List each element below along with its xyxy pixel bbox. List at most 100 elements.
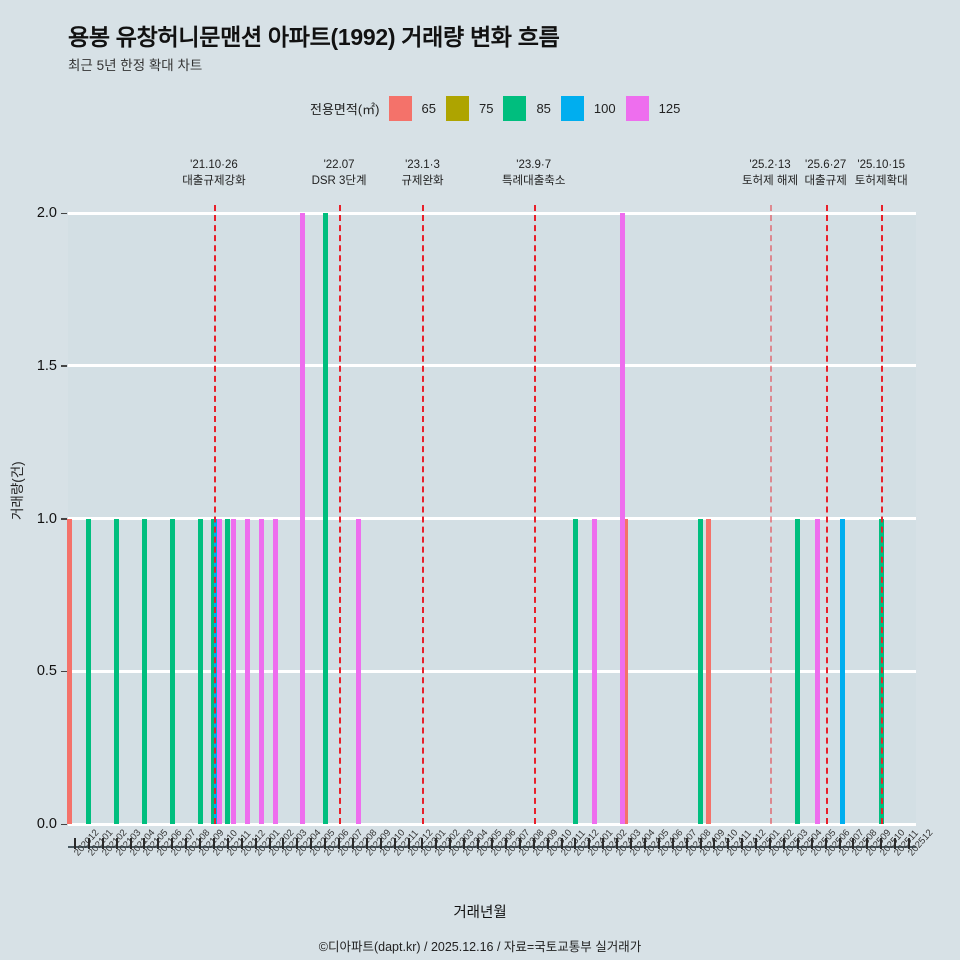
x-tick-202309 [532, 838, 535, 849]
bar-202208-125 [356, 518, 362, 824]
event-line-0 [213, 205, 216, 824]
bar-202202-125 [272, 518, 278, 824]
event-line-6 [881, 205, 884, 824]
x-tick-202304 [463, 838, 466, 849]
event-date-5: '25.6·27 [805, 159, 847, 171]
x-tick-202105 [143, 838, 146, 849]
x-axis-label: 거래년월 [453, 905, 507, 921]
event-name-3: 특례대출축소 [501, 175, 566, 187]
event-line-5 [825, 205, 828, 824]
bar-202410-65 [706, 518, 712, 824]
x-tick-202308 [518, 838, 521, 849]
event-name-1: DSR 3단계 [311, 175, 367, 187]
bar-202204-125 [300, 213, 306, 824]
bar-202507-100 [839, 518, 845, 824]
x-tick-202404 [630, 838, 633, 849]
x-tick-202102 [101, 838, 104, 849]
x-tick-202107 [171, 838, 174, 849]
legend-item-65[interactable]: 65 [388, 96, 436, 121]
x-tick-202511 [894, 838, 897, 849]
x-tick-202305 [477, 838, 480, 849]
x-tick-202509 [866, 838, 869, 849]
x-tick-202405 [643, 838, 646, 849]
bar-202105-85 [141, 518, 147, 824]
x-tick-202205 [310, 838, 313, 849]
bar-202206-85 [322, 213, 328, 824]
x-tick-202508 [852, 838, 855, 849]
gridline [68, 822, 916, 826]
x-tick-202502 [769, 838, 772, 849]
gridline [68, 517, 916, 520]
y-tick-mark-2 [61, 518, 67, 520]
bar-202012-65 [66, 518, 72, 824]
legend-item-85[interactable]: 85 [503, 96, 551, 121]
y-tick-mark-1 [61, 670, 67, 673]
event-line-4 [770, 205, 773, 824]
y-tick-label-0: 0.0 [36, 816, 57, 832]
event-name-6: 토허제확대 [854, 175, 908, 187]
x-tick-202406 [657, 838, 660, 849]
x-tick-202307 [504, 838, 507, 849]
bar-202111-85 [225, 518, 231, 824]
legend-swatch-85 [503, 96, 527, 121]
x-tick-202410 [713, 838, 716, 849]
bar-202110-100 [214, 518, 220, 824]
y-tick-mark-0 [61, 823, 67, 825]
x-tick-202303 [449, 838, 452, 849]
bar-202404-65 [622, 518, 628, 824]
legend-item-75[interactable]: 75 [445, 96, 494, 121]
x-tick-202512 [908, 838, 911, 849]
x-tick-202110 [212, 838, 215, 849]
y-tick-label-4: 2.0 [36, 205, 57, 221]
bar-202409-85 [698, 518, 704, 824]
x-tick-202301 [421, 838, 424, 849]
bar-202504-85 [795, 518, 801, 824]
x-tick-202504 [796, 838, 799, 849]
event-date-0: '21.10·26 [190, 159, 238, 171]
x-tick-202407 [671, 838, 674, 849]
bar-202103-85 [114, 518, 120, 824]
x-tick-202208 [351, 838, 354, 849]
event-line-1 [339, 205, 342, 824]
y-axis-label: 거래량(건) [10, 461, 25, 520]
y-tick-mark-3 [61, 365, 67, 367]
bar-202505-125 [814, 518, 820, 824]
event-line-2 [422, 205, 425, 824]
x-tick-202310 [546, 838, 549, 849]
x-tick-202401 [588, 838, 591, 849]
x-tick-202403 [616, 838, 619, 849]
y-tick-label-2: 1.0 [36, 510, 57, 527]
bar-202107-85 [169, 518, 175, 824]
legend-label-85: 85 [536, 101, 551, 116]
event-label-6: '25.10·15 토허제확대 [855, 158, 908, 190]
legend-swatch-125 [625, 96, 649, 121]
event-date-2: '23.1·3 [405, 159, 440, 171]
x-tick-202507 [838, 838, 841, 849]
legend-label-100: 100 [593, 101, 616, 116]
plot-area [66, 205, 916, 826]
x-tick-202203 [282, 838, 285, 849]
gridline [68, 364, 916, 368]
x-tick-202411 [727, 838, 730, 849]
x-tick-202412 [741, 838, 744, 849]
event-date-6: '25.10·15 [857, 159, 906, 171]
x-tick-202207 [338, 838, 341, 849]
x-tick-202408 [685, 838, 688, 849]
legend-label-75: 75 [478, 101, 494, 116]
x-tick-202209 [365, 838, 368, 849]
x-tick-202109 [199, 838, 202, 849]
gridline [68, 669, 916, 673]
legend-label-125: 125 [658, 101, 681, 116]
x-tick-202212 [407, 838, 410, 849]
bar-202403-125 [620, 213, 626, 824]
legend-item-125[interactable]: 125 [625, 96, 681, 121]
event-label-3: '23.9·7 특례대출축소 [502, 158, 565, 190]
bar-202101-85 [86, 518, 92, 824]
x-tick-202106 [157, 838, 160, 849]
legend-item-100[interactable]: 100 [560, 96, 616, 121]
x-tick-202201 [254, 838, 257, 849]
x-tick-202112 [240, 838, 243, 849]
event-line-3 [533, 205, 536, 824]
x-tick-202204 [296, 838, 299, 849]
